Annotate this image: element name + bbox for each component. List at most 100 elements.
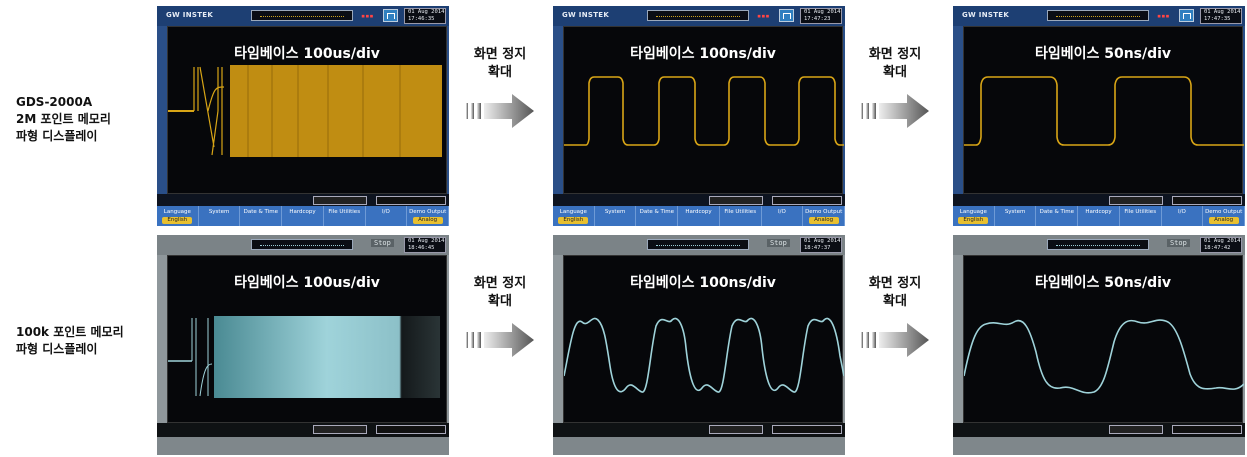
- row-label-gds2000a: GDS-2000A 2M 포인트 메모리 파형 디스플레이: [16, 94, 111, 145]
- clock: 01 Aug 2014 17:47:35: [1200, 8, 1242, 24]
- row-label-line: GDS-2000A: [16, 95, 93, 109]
- softkey-language[interactable]: Language English: [553, 206, 595, 226]
- clock: 01 Aug 2014 17:46:35: [404, 8, 446, 24]
- row-label-line: 파형 디스플레이: [16, 129, 98, 143]
- softkey-date-time[interactable]: Date & Time: [636, 206, 679, 226]
- softkey-io[interactable]: I/O: [762, 206, 804, 226]
- clock: 01 Aug 2014 18:47:37: [800, 237, 842, 253]
- scope-screenshot-100k-3: Stop 01 Aug 2014 18:47:42 타임베이스 50ns/div: [953, 235, 1245, 455]
- timebase-title: 타임베이스 100us/div: [234, 275, 380, 291]
- scope-screenshot-gw-2: GW INSTEK ▪▪▪ 01 Aug 2014 17:47:23 타임베이스 …: [553, 6, 845, 226]
- run-state: ▪▪▪: [361, 12, 374, 20]
- clock: 01 Aug 2014 17:47:23: [800, 8, 842, 24]
- status-info-bar: [157, 194, 449, 208]
- step-label: 화면 정지 확대: [868, 276, 922, 309]
- waveform-100ns: [564, 76, 844, 146]
- softkey-bar: [953, 437, 1245, 455]
- run-state: ▪▪▪: [1157, 12, 1170, 20]
- row-label-line: 100k 포인트 메모리: [16, 325, 124, 339]
- step-label: 화면 정지 확대: [868, 47, 922, 80]
- softkey-bar: [157, 437, 449, 455]
- softkey-hardcopy[interactable]: Hardcopy: [1078, 206, 1120, 226]
- softkey-system[interactable]: System: [595, 206, 637, 226]
- timebase-title: 타임베이스 100ns/div: [630, 275, 776, 291]
- softkey-date-time[interactable]: Date & Time: [240, 206, 283, 226]
- step-zoom-3: 화면 정지 확대: [456, 275, 544, 359]
- run-state: ▪▪▪: [757, 12, 770, 20]
- brand-logo: GW INSTEK: [166, 11, 214, 19]
- arrow-right-gradient-icon: [861, 323, 929, 357]
- softkey-demo-output[interactable]: Demo Output Analog: [803, 206, 845, 226]
- memory-bar: [647, 239, 749, 250]
- scope-screenshot-100k-2: Stop 01 Aug 2014 18:47:37 타임베이스 100ns/div: [553, 235, 845, 455]
- waveform-display: 타임베이스 100ns/div: [563, 26, 844, 194]
- waveform-100ns: [564, 317, 844, 393]
- timebase-title: 타임베이스 50ns/div: [1034, 46, 1172, 62]
- memory-bar: [647, 10, 749, 21]
- waveform-display: 타임베이스 50ns/div: [963, 26, 1244, 194]
- memory-bar: [1047, 239, 1149, 250]
- softkey-system[interactable]: System: [995, 206, 1037, 226]
- scope-screenshot-gw-3: GW INSTEK ▪▪▪ 01 Aug 2014 17:47:35 타임베이스 …: [953, 6, 1245, 226]
- step-zoom-4: 화면 정지 확대: [851, 275, 939, 359]
- softkey-io[interactable]: I/O: [1162, 206, 1204, 226]
- scope-screenshot-gw-1: GW INSTEK ▪▪▪ 01 Aug 2014 17:46:35 타임베이스 …: [157, 6, 449, 226]
- trigger-icon: [1179, 9, 1194, 22]
- timebase-title: 타임베이스 100ns/div: [630, 46, 776, 62]
- waveform-display: 타임베이스 50ns/div: [963, 255, 1244, 423]
- softkey-language[interactable]: Language English: [157, 206, 199, 226]
- softkey-file-utilities[interactable]: File Utilities: [324, 206, 366, 226]
- status-info-bar: [553, 423, 845, 437]
- timebase-title: 타임베이스 100us/div: [234, 46, 380, 62]
- trigger-icon: [779, 9, 794, 22]
- waveform-100us: [168, 65, 442, 157]
- step-zoom-2: 화면 정지 확대: [851, 46, 939, 130]
- row-label-line: 2M 포인트 메모리: [16, 112, 111, 126]
- softkey-file-utilities[interactable]: File Utilities: [720, 206, 762, 226]
- softkey-bar: [553, 437, 845, 455]
- softkey-demo-output[interactable]: Demo Output Analog: [407, 206, 449, 226]
- memory-bar: [251, 239, 353, 250]
- status-info-bar: [157, 423, 449, 437]
- softkey-date-time[interactable]: Date & Time: [1036, 206, 1079, 226]
- softkey-io[interactable]: I/O: [366, 206, 408, 226]
- waveform-display: 타임베이스 100ns/div: [563, 255, 844, 423]
- softkey-bar: Language English System Date & Time Hardc…: [157, 206, 449, 226]
- softkey-demo-output[interactable]: Demo Output Analog: [1203, 206, 1245, 226]
- softkey-hardcopy[interactable]: Hardcopy: [282, 206, 324, 226]
- softkey-file-utilities[interactable]: File Utilities: [1120, 206, 1162, 226]
- waveform-50ns: [964, 76, 1244, 146]
- timebase-title: 타임베이스 50ns/div: [1034, 275, 1172, 291]
- waveform-100us: [168, 316, 440, 398]
- step-label: 화면 정지 확대: [473, 47, 527, 80]
- softkey-hardcopy[interactable]: Hardcopy: [678, 206, 720, 226]
- step-label: 화면 정지 확대: [473, 276, 527, 309]
- scope-topbar: Stop 01 Aug 2014 18:46:45: [157, 235, 449, 255]
- waveform-display: 타임베이스 100us/div: [167, 255, 447, 423]
- run-state: Stop: [371, 239, 394, 247]
- clock: 01 Aug 2014 18:46:45: [404, 237, 446, 253]
- run-state: Stop: [767, 239, 790, 247]
- scope-topbar: GW INSTEK ▪▪▪ 01 Aug 2014 17:46:35: [157, 6, 449, 26]
- trigger-icon: [383, 9, 398, 22]
- scope-topbar: Stop 01 Aug 2014 18:47:42: [953, 235, 1245, 255]
- arrow-right-gradient-icon: [466, 94, 534, 128]
- row-label-line: 파형 디스플레이: [16, 342, 98, 356]
- waveform-display: 타임베이스 100us/div: [167, 26, 447, 194]
- arrow-right-gradient-icon: [861, 94, 929, 128]
- status-info-bar: [953, 423, 1245, 437]
- brand-logo: GW INSTEK: [962, 11, 1010, 19]
- status-info-bar: [553, 194, 845, 208]
- softkey-system[interactable]: System: [199, 206, 241, 226]
- waveform-50ns: [964, 319, 1244, 394]
- arrow-right-gradient-icon: [466, 323, 534, 357]
- memory-bar: [251, 10, 353, 21]
- clock: 01 Aug 2014 18:47:42: [1200, 237, 1242, 253]
- softkey-language[interactable]: Language English: [953, 206, 995, 226]
- run-state: Stop: [1167, 239, 1190, 247]
- brand-logo: GW INSTEK: [562, 11, 610, 19]
- softkey-bar: Language English System Date & Time Hardc…: [553, 206, 845, 226]
- scope-screenshot-100k-1: Stop 01 Aug 2014 18:46:45 타임베이스 100us/div: [157, 235, 449, 455]
- scope-topbar: Stop 01 Aug 2014 18:47:37: [553, 235, 845, 255]
- memory-bar: [1047, 10, 1149, 21]
